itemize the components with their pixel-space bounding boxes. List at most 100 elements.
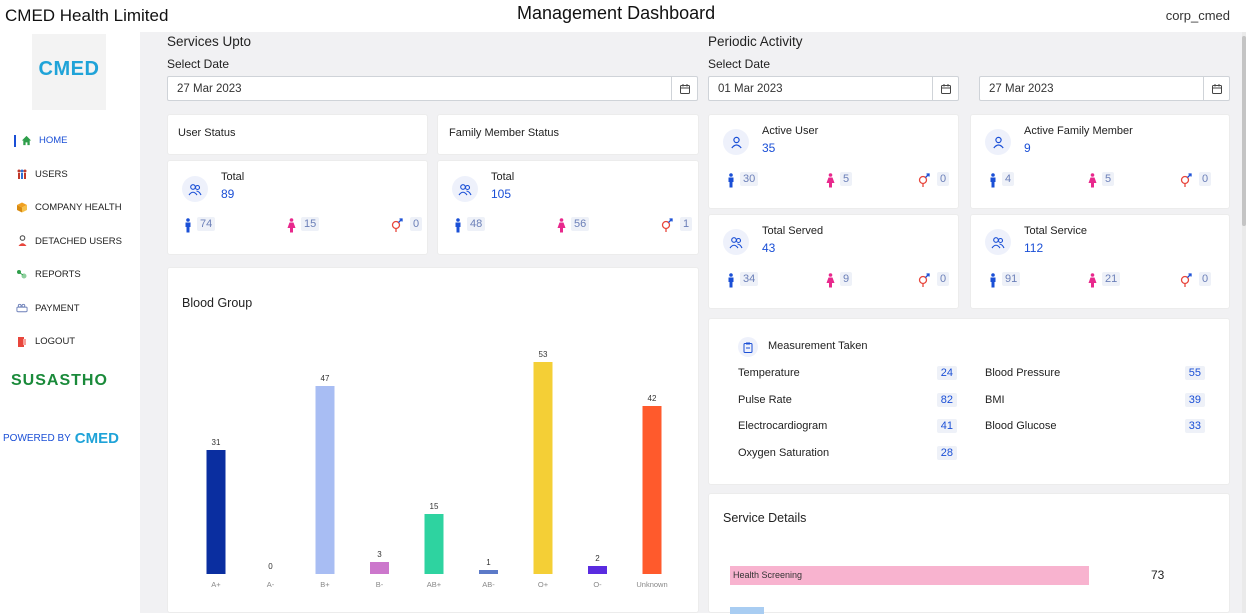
calendar-icon[interactable] xyxy=(671,77,697,100)
scrollbar-track[interactable] xyxy=(1242,32,1246,613)
company-health-icon xyxy=(16,202,28,214)
bar-B+[interactable] xyxy=(315,386,335,574)
sidebar-item-label: COMPANY HEALTH xyxy=(35,202,122,214)
user-status-header-card: User Status xyxy=(167,114,428,155)
measurement-label: Pulse Rate xyxy=(738,393,792,406)
calendar-icon[interactable] xyxy=(932,77,958,100)
family-status-header-card: Family Member Status xyxy=(437,114,699,155)
logout-icon xyxy=(16,336,28,348)
female-count: 15 xyxy=(301,217,320,231)
stat-total: 9 xyxy=(1024,141,1031,155)
to-date-value[interactable]: 27 Mar 2023 xyxy=(989,82,1054,95)
powered-by: POWERED BY CMED xyxy=(3,430,119,447)
male-count: 48 xyxy=(467,217,486,231)
bar-Unknown[interactable] xyxy=(642,406,662,574)
tick-label-B+: B+ xyxy=(320,580,330,589)
sidebar-item-company-health[interactable]: COMPANY HEALTH xyxy=(0,191,140,225)
tick-label-AB+: AB+ xyxy=(427,580,442,589)
other-gender-icon xyxy=(390,217,404,233)
sidebar-item-label: USERS xyxy=(35,168,68,180)
from-date-value[interactable]: 01 Mar 2023 xyxy=(718,82,783,95)
other-count: 1 xyxy=(680,217,693,231)
user-group-icon xyxy=(723,129,749,155)
user-group-icon xyxy=(723,229,749,255)
female-icon xyxy=(556,217,566,233)
bar-AB+[interactable] xyxy=(424,514,444,574)
data-label-A-: 0 xyxy=(268,562,273,571)
bar-AB-[interactable] xyxy=(479,570,498,574)
measurement-label: Blood Pressure xyxy=(985,367,1061,379)
stat-total: 43 xyxy=(762,241,776,255)
bar-O+[interactable] xyxy=(533,362,553,574)
stat-label: Active Family Member xyxy=(1024,125,1133,137)
sidebar-item-label: LOGOUT xyxy=(35,336,76,348)
sidebar-item-detached-users[interactable]: DETACHED USERS xyxy=(0,225,140,259)
sidebar-item-payment[interactable]: PAYMENT xyxy=(0,292,140,326)
scrollbar-thumb[interactable] xyxy=(1242,36,1246,226)
service-bar-health-screening: Health Screening xyxy=(730,566,1089,585)
tick-label-O-: O- xyxy=(593,580,602,589)
measurement-value: 82 xyxy=(936,392,957,407)
page-title: Management Dashboard xyxy=(517,3,716,23)
user-group-icon xyxy=(182,176,208,202)
home-icon xyxy=(20,135,32,147)
sidebar-item-reports[interactable]: REPORTS xyxy=(0,258,140,292)
user-group-icon xyxy=(452,176,478,202)
tick-label-B-: B- xyxy=(376,580,384,589)
sidebar-item-label: HOME xyxy=(39,135,68,147)
data-label-B+: 47 xyxy=(321,374,330,383)
male-count: 74 xyxy=(197,217,216,231)
sidebar-item-label: PAYMENT xyxy=(35,302,80,314)
female-count: 9 xyxy=(840,272,853,286)
female-icon xyxy=(1087,272,1097,288)
female-icon xyxy=(1087,172,1097,188)
chart-title: Blood Group xyxy=(182,296,253,310)
sidebar-item-logout[interactable]: LOGOUT xyxy=(0,325,140,359)
tick-label-Unknown: Unknown xyxy=(636,580,667,589)
female-count: 5 xyxy=(840,172,853,186)
measurement-label: Temperature xyxy=(738,367,800,379)
logo-text: CMED xyxy=(38,57,100,80)
periodic-from-date-picker[interactable]: 01 Mar 2023 xyxy=(708,76,959,101)
female-icon xyxy=(286,217,296,233)
periodic-activity-title: Periodic Activity xyxy=(708,34,803,49)
service-bar-next xyxy=(730,607,764,614)
blood-group-chart: 31 A+ 0 A- 47 B+ 3 B- 15 AB+ 1 AB- 53 O+ 2 O- 42 Unknown xyxy=(206,350,668,589)
sidebar-item-users[interactable]: USERS xyxy=(0,158,140,192)
susastho-logo: SUSASTHO xyxy=(11,372,108,389)
stat-label: Active User xyxy=(762,125,819,137)
services-date-picker[interactable]: 27 Mar 2023 xyxy=(167,76,698,101)
female-count: 56 xyxy=(571,217,590,231)
data-label-O+: 53 xyxy=(539,350,548,359)
other-gender-icon xyxy=(660,217,674,233)
male-count: 34 xyxy=(740,272,759,286)
bar-O-[interactable] xyxy=(588,566,607,574)
service-details-title: Service Details xyxy=(723,511,807,525)
data-label-B-: 3 xyxy=(377,550,382,559)
user-group-icon xyxy=(985,129,1011,155)
total-service-card: Total Service 112 91 21 0 xyxy=(970,214,1230,309)
stat-label: Total xyxy=(221,171,245,183)
bar-A+[interactable] xyxy=(206,450,226,574)
periodic-to-date-picker[interactable]: 27 Mar 2023 xyxy=(979,76,1230,101)
calendar-icon[interactable] xyxy=(1203,77,1229,100)
measurement-value: 24 xyxy=(936,366,957,380)
measurement-label: BMI xyxy=(985,393,1005,406)
other-count: 0 xyxy=(1199,172,1212,186)
female-icon xyxy=(825,172,835,188)
reports-icon xyxy=(16,269,28,281)
stat-total: 112 xyxy=(1024,241,1044,255)
user-status-total-card: Total 89 74 15 0 xyxy=(167,160,428,255)
tick-label-A-: A- xyxy=(267,580,275,589)
stat-total: 105 xyxy=(491,187,512,201)
male-icon xyxy=(726,172,736,188)
male-icon xyxy=(183,217,193,233)
bar-B-[interactable] xyxy=(370,562,389,574)
sidebar-item-home[interactable]: HOME xyxy=(0,124,140,158)
data-label-O-: 2 xyxy=(595,554,600,563)
user-menu[interactable]: corp_cmed xyxy=(1165,8,1230,23)
sidebar-item-label: DETACHED USERS xyxy=(35,235,122,247)
other-count: 0 xyxy=(937,272,950,286)
services-date-value[interactable]: 27 Mar 2023 xyxy=(177,82,242,95)
measurement-label: Blood Glucose xyxy=(985,420,1057,432)
